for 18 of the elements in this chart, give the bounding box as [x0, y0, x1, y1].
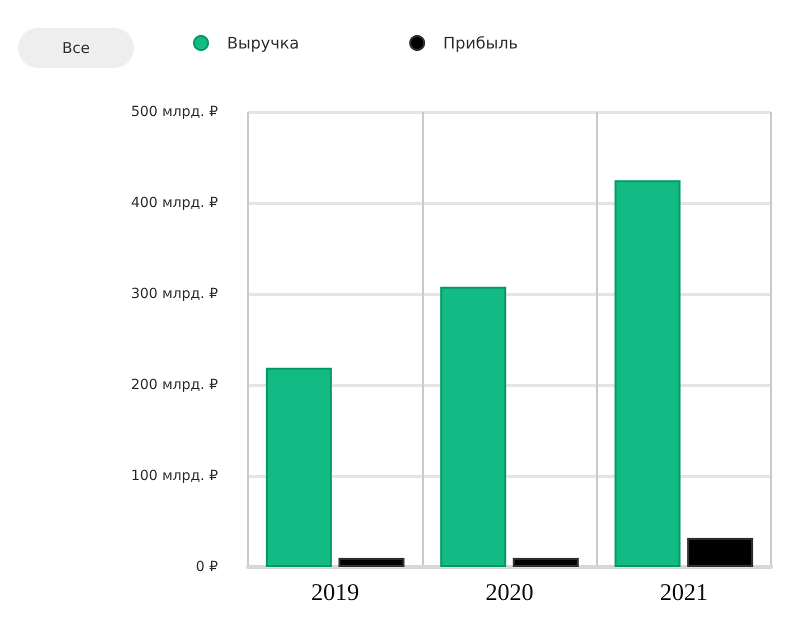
y-tick-label: 200 млрд. ₽ [130, 377, 218, 393]
x-tick-label: 2021 [660, 580, 708, 606]
y-tick-label: 0 ₽ [196, 559, 218, 575]
bar [338, 558, 404, 567]
legend-label: Выручка [227, 34, 300, 52]
y-tick-label: 300 млрд. ₽ [130, 286, 218, 302]
legend-label: Прибыль [443, 34, 518, 52]
y-tick-label: 100 млрд. ₽ [130, 468, 218, 484]
bar [687, 538, 754, 567]
y-tick-label: 500 млрд. ₽ [130, 104, 218, 120]
x-tick-label: 2019 [311, 580, 360, 606]
bar [266, 368, 332, 567]
y-tick-label: 400 млрд. ₽ [130, 195, 218, 211]
bar [512, 558, 579, 567]
text: Все [62, 39, 90, 57]
x-tick-label: 2020 [486, 580, 534, 606]
bar [440, 286, 506, 567]
bar [614, 180, 681, 567]
